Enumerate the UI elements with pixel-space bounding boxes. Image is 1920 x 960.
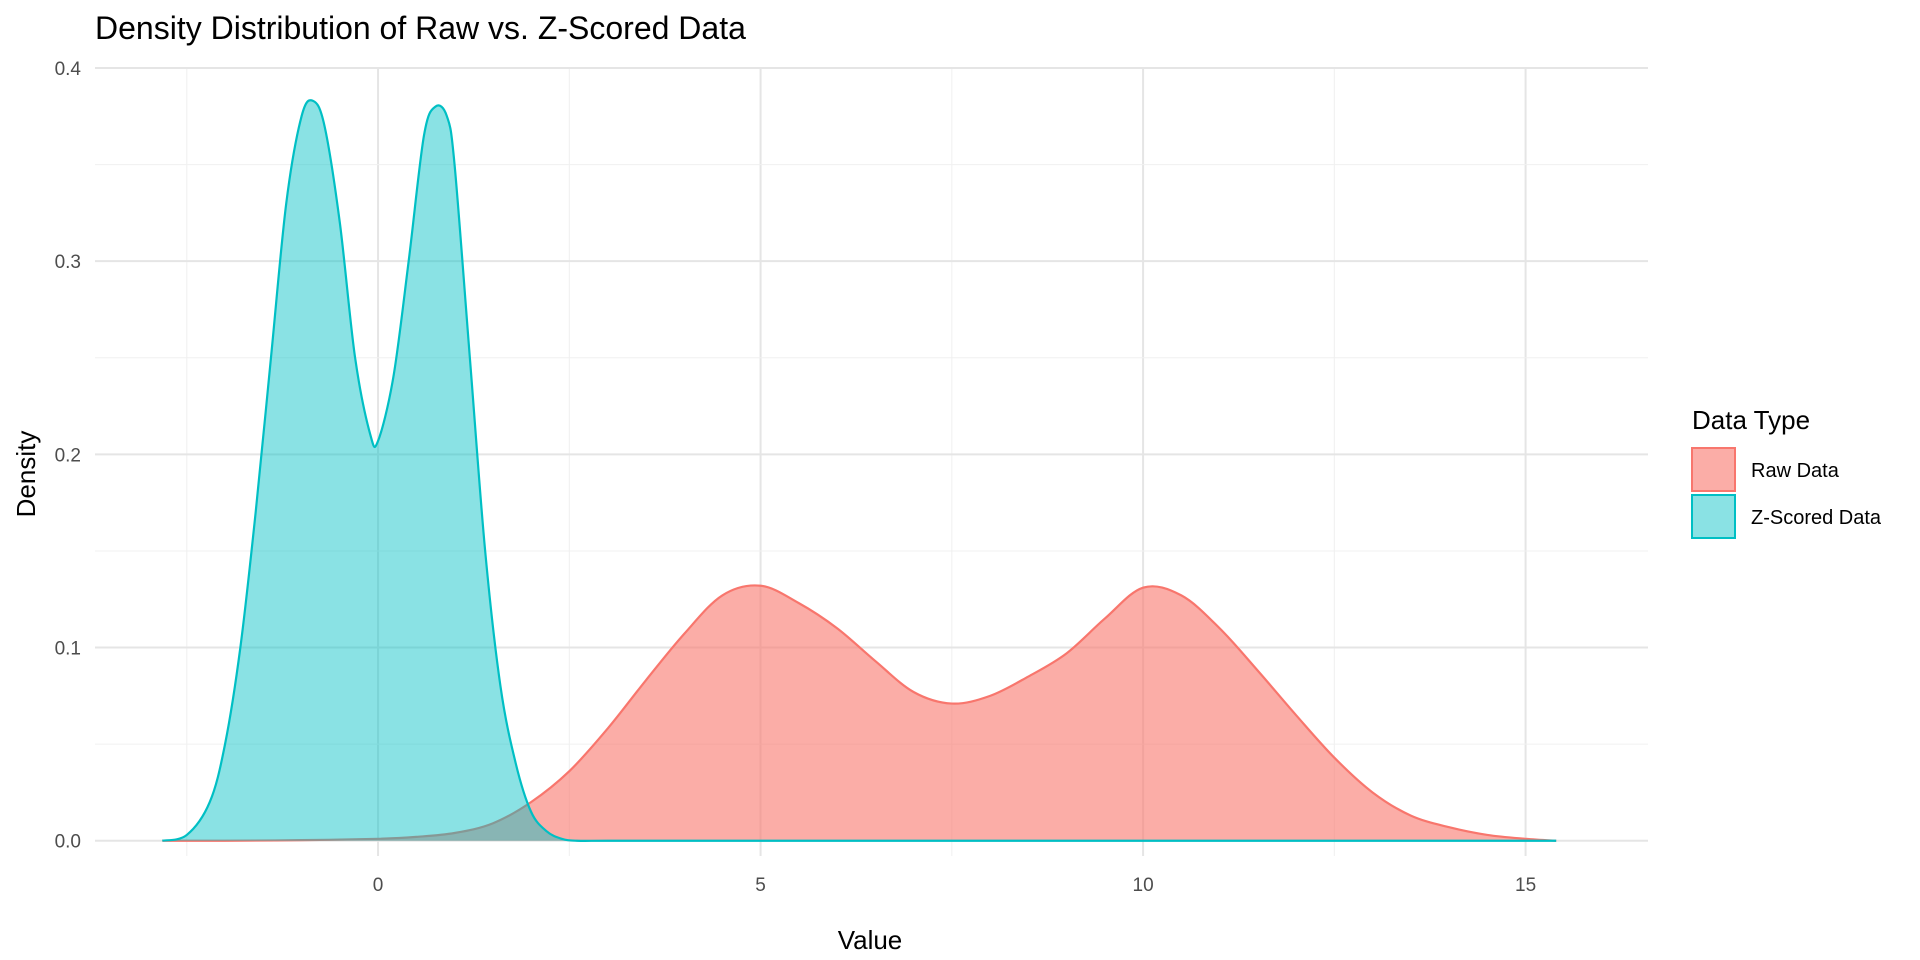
x-axis-title: Value	[838, 925, 903, 955]
density-area-raw-data	[162, 585, 1557, 841]
y-axis-title: Density	[11, 431, 41, 518]
x-tick-label: 15	[1515, 875, 1536, 896]
y-axis-ticks: 0.0 0.1 0.2 0.3 0.4	[55, 59, 82, 853]
x-tick-label: 0	[373, 875, 384, 896]
x-tick-label: 10	[1133, 875, 1154, 896]
legend-label-raw-data: Raw Data	[1751, 460, 1840, 482]
density-line-raw-data	[162, 584, 1557, 842]
legend-key-raw-data	[1691, 447, 1736, 492]
y-tick-label: 0.3	[55, 252, 81, 273]
x-axis-ticks: 0 5 10 15	[373, 875, 1536, 896]
x-tick-label: 5	[755, 875, 766, 896]
legend: Data Type Raw Data Z-Scored Data	[1691, 405, 1882, 539]
density-area-z-scored-data	[162, 100, 1557, 841]
series-layer	[162, 99, 1557, 842]
density-line-z-scored-data	[162, 99, 1557, 842]
legend-label-z-scored-data: Z-Scored Data	[1751, 507, 1882, 529]
y-tick-label: 0.1	[55, 639, 81, 660]
y-tick-label: 0.4	[55, 59, 82, 80]
y-tick-label: 0.0	[55, 832, 81, 853]
legend-key-z-scored-data	[1691, 494, 1736, 539]
chart-title: Density Distribution of Raw vs. Z-Scored…	[95, 10, 746, 46]
y-tick-label: 0.2	[55, 445, 81, 466]
legend-title: Data Type	[1692, 405, 1810, 435]
